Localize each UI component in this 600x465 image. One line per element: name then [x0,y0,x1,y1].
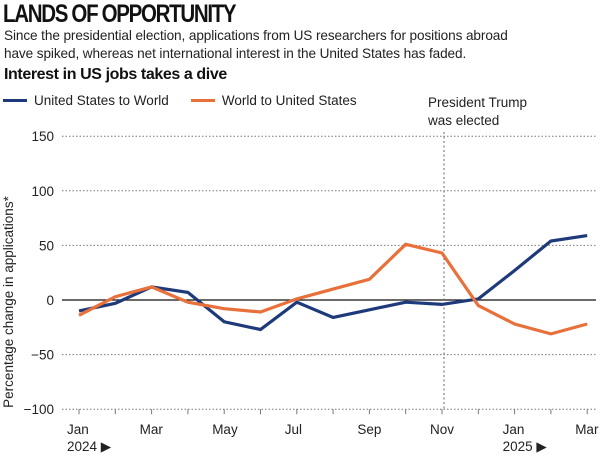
gridlines [62,135,596,410]
legend: United States to World World to United S… [3,93,379,108]
x-year-label: 2025 ▶ [503,439,548,454]
series-lines [78,234,588,336]
annotation: President Trump was elected [427,95,527,410]
y-tick-label: 100 [31,184,54,199]
legend-label-world-to-us: World to United States [221,93,357,108]
y-tick-label: −100 [24,402,54,417]
subtitle-line-1: Since the presidential election, applica… [4,28,508,43]
chart-subtitle: Since the presidential election, applica… [4,27,600,63]
y-tick-label: −50 [31,348,54,363]
x-tick-label: Jan [503,422,525,437]
x-year-label: 2024 ▶ [67,439,112,454]
x-tick-label: Jul [285,422,302,437]
x-tick-label: Nov [430,422,454,437]
x-tick-label: Jan [67,422,89,437]
x-tick-label: Mar [140,422,164,437]
y-axis-ticks: 150 100 50 0 −50 −100 [24,129,54,417]
annotation-line-1: President Trump [428,95,527,110]
x-tick-label: Mar [575,422,599,437]
series-line-world-to-us [78,242,588,336]
chart-heading: Interest in US jobs takes a dive [4,66,227,83]
legend-item-world-to-us: World to United States [190,93,357,108]
y-tick-label: 50 [39,238,54,253]
x-axis: Jan 2024 ▶ Mar May Jul Sep Nov Jan 2025 ▶ Mar [67,409,599,454]
subtitle-line-2: have spiked, whereas net international i… [4,46,467,61]
y-tick-label: 0 [46,293,54,308]
series-line-us-to-world [78,234,588,332]
legend-swatch-us-to-world [3,99,27,102]
chart-title: LANDS OF OPPORTUNITY [3,0,237,28]
y-axis-label: Percentage change in applications* [1,195,16,407]
legend-label-us-to-world: United States to World [34,93,169,108]
x-tick-label: May [212,422,238,437]
legend-item-us-to-world: United States to World [3,93,169,108]
y-tick-label: 150 [31,129,54,144]
annotation-line-2: was elected [427,113,499,128]
x-tick-label: Sep [357,422,381,437]
legend-swatch-world-to-us [190,99,215,102]
